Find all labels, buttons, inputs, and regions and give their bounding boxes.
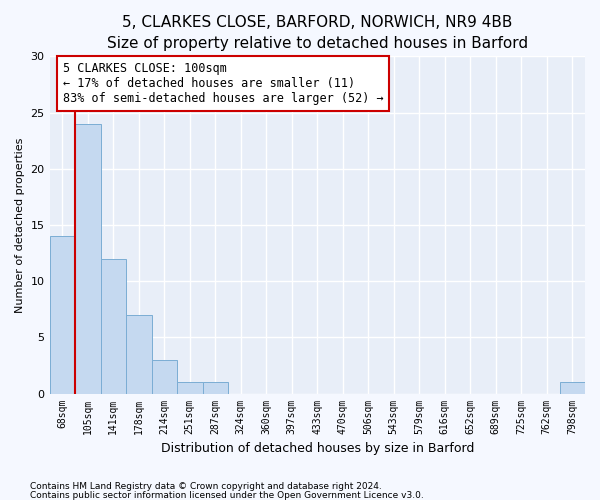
Bar	[126, 315, 152, 394]
Bar	[177, 382, 203, 394]
Bar	[152, 360, 177, 394]
Text: 5 CLARKES CLOSE: 100sqm
← 17% of detached houses are smaller (11)
83% of semi-de: 5 CLARKES CLOSE: 100sqm ← 17% of detache…	[63, 62, 383, 105]
Title: 5, CLARKES CLOSE, BARFORD, NORWICH, NR9 4BB
Size of property relative to detache: 5, CLARKES CLOSE, BARFORD, NORWICH, NR9 …	[107, 15, 528, 51]
Bar	[50, 236, 75, 394]
Text: Contains HM Land Registry data © Crown copyright and database right 2024.: Contains HM Land Registry data © Crown c…	[30, 482, 382, 491]
Bar	[101, 258, 126, 394]
Bar	[203, 382, 228, 394]
Bar	[75, 124, 101, 394]
X-axis label: Distribution of detached houses by size in Barford: Distribution of detached houses by size …	[161, 442, 474, 455]
Text: Contains public sector information licensed under the Open Government Licence v3: Contains public sector information licen…	[30, 490, 424, 500]
Y-axis label: Number of detached properties: Number of detached properties	[15, 138, 25, 312]
Bar	[560, 382, 585, 394]
